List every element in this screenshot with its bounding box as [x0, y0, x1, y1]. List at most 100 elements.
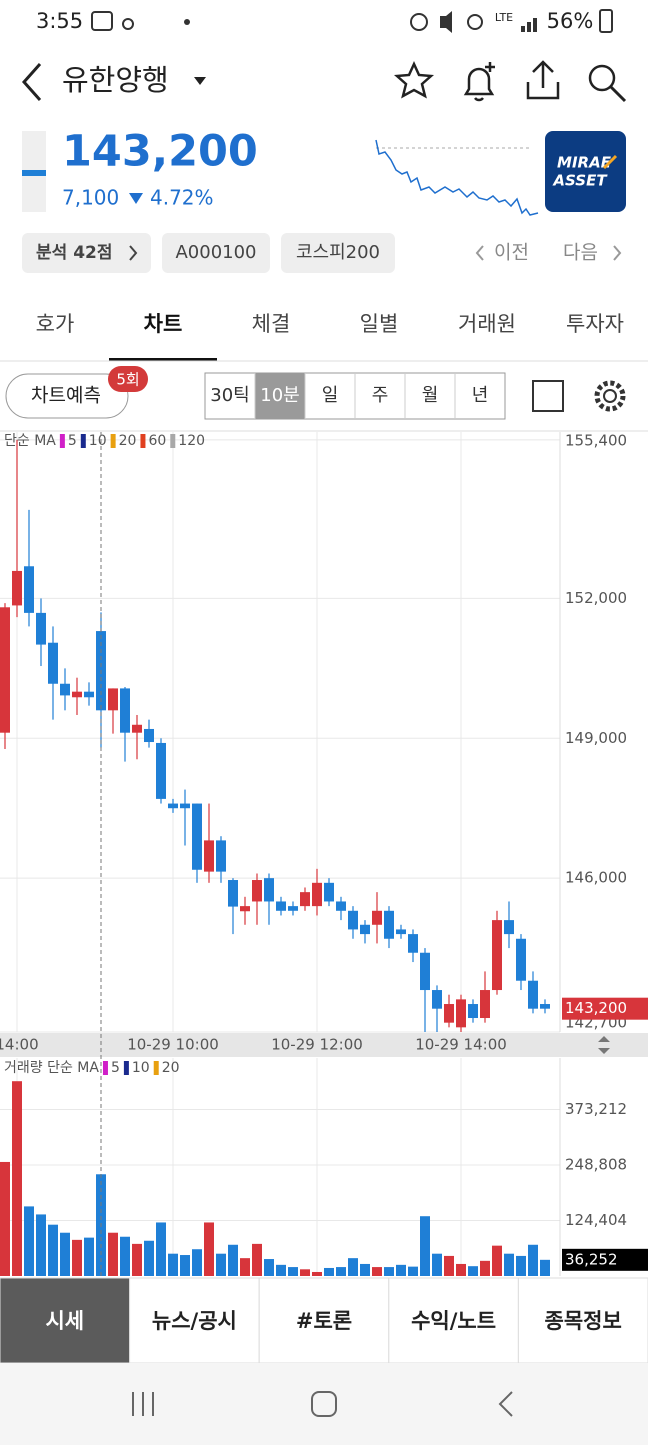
- back-nav-button[interactable]: [498, 1391, 513, 1417]
- candle-body: [324, 882, 334, 902]
- candle-body: [24, 566, 34, 613]
- price-gauge-mark: [22, 170, 46, 176]
- chip[interactable]: [22, 233, 151, 273]
- status-icon: [410, 13, 428, 31]
- price-change-pct: 4.72%: [150, 186, 214, 210]
- stock-name[interactable]: 유한양행: [62, 63, 169, 97]
- predict-button[interactable]: [5, 373, 129, 419]
- candle-body: [120, 688, 130, 733]
- favorite-button[interactable]: [393, 60, 435, 99]
- volume-bar: [252, 1243, 262, 1276]
- current-price: 143,200: [62, 127, 258, 177]
- legend-swatch: [140, 434, 146, 448]
- period-option[interactable]: 년: [472, 385, 489, 406]
- tab[interactable]: 호가: [36, 312, 75, 336]
- volume-bar: [0, 1161, 10, 1276]
- volume-bar: [432, 1253, 442, 1276]
- chip-label[interactable]: 코스피200: [296, 242, 380, 263]
- candle-body: [336, 901, 346, 911]
- volume-bar: [540, 1259, 550, 1276]
- candle-body: [384, 910, 394, 939]
- predict-label[interactable]: 차트예측: [31, 385, 101, 407]
- period-option[interactable]: 10분: [260, 385, 299, 406]
- volume-bar: [408, 1266, 418, 1276]
- tab[interactable]: 체결: [252, 312, 291, 336]
- status-icon: [91, 11, 113, 31]
- recents-button[interactable]: [132, 1392, 154, 1416]
- candle-body: [480, 990, 490, 1019]
- candle-body: [192, 803, 202, 870]
- candle-body: [456, 999, 466, 1028]
- nav-tab[interactable]: [129, 1277, 260, 1364]
- status-icon: [440, 11, 452, 33]
- search-button[interactable]: [588, 64, 616, 92]
- broker-logo: [545, 131, 626, 212]
- candle-body: [252, 880, 262, 902]
- chip[interactable]: [162, 233, 270, 273]
- volume-bar: [324, 1267, 334, 1276]
- next-button[interactable]: 다음: [563, 242, 598, 264]
- candle-body: [48, 642, 58, 684]
- settings-button[interactable]: [603, 389, 617, 403]
- period-option[interactable]: 30틱: [210, 385, 249, 406]
- tab-bar: 호가 차트 체결 일별 거래원 투자자: [36, 312, 624, 361]
- legend-swatch: [110, 434, 116, 448]
- chip-label[interactable]: 분석 42점: [36, 243, 113, 263]
- candle-body: [540, 1004, 550, 1009]
- volume-bar: [108, 1232, 118, 1276]
- nav-tab[interactable]: [0, 1277, 131, 1364]
- alert-plus: [485, 62, 495, 72]
- candle-body: [228, 880, 238, 907]
- chip-label[interactable]: A000100: [175, 242, 256, 263]
- volume-bar: [120, 1236, 130, 1276]
- home-button[interactable]: [311, 1391, 337, 1417]
- layout-button[interactable]: [532, 380, 564, 412]
- volume-bar: [204, 1222, 214, 1276]
- nav-label[interactable]: #토론: [296, 1309, 352, 1333]
- alert-button[interactable]: [463, 67, 495, 102]
- dropdown-arrow[interactable]: [194, 77, 206, 85]
- candle-body: [216, 840, 226, 872]
- candle-body: [492, 920, 502, 991]
- status-icon: [122, 18, 134, 30]
- logo-accent: [602, 154, 618, 170]
- last-value-tag: [562, 1248, 648, 1271]
- nav-label[interactable]: 수익/노트: [411, 1309, 496, 1333]
- x-tick-label: 10-29 14:00: [415, 1036, 507, 1054]
- next-chevron: [613, 245, 622, 261]
- resize-handle[interactable]: [598, 1036, 610, 1054]
- legend-swatch: [80, 434, 86, 448]
- period-option[interactable]: 월: [422, 385, 439, 406]
- candle-body: [420, 952, 430, 991]
- volume-bar: [444, 1255, 454, 1276]
- chip[interactable]: [281, 233, 395, 273]
- status-battery: 56%: [547, 9, 594, 33]
- candle-body: [300, 892, 310, 907]
- back-button[interactable]: [21, 63, 42, 101]
- volume-bar: [504, 1253, 514, 1276]
- nav-label[interactable]: 종목정보: [545, 1309, 622, 1333]
- volume-bar: [12, 1081, 22, 1276]
- legend-label: 20: [162, 1060, 180, 1076]
- prev-button[interactable]: 이전: [494, 242, 529, 264]
- nav-tab[interactable]: [517, 1277, 648, 1364]
- system-nav: [0, 1363, 648, 1445]
- nav-label[interactable]: 시세: [45, 1309, 84, 1333]
- legend-label: 5: [111, 1060, 120, 1076]
- tab[interactable]: 투자자: [566, 312, 624, 336]
- nav-label[interactable]: 뉴스/공시: [152, 1309, 237, 1333]
- candle-body: [432, 990, 442, 1009]
- candle-body: [528, 980, 538, 1009]
- period-option[interactable]: 일: [322, 385, 339, 406]
- tab[interactable]: 일별: [360, 312, 399, 336]
- volume-bar: [36, 1214, 46, 1276]
- candle-body: [312, 882, 322, 907]
- y-tick-label: 124,404: [565, 1211, 627, 1229]
- share-button[interactable]: [526, 60, 560, 100]
- tab[interactable]: 거래원: [458, 312, 516, 336]
- tab[interactable]: 차트: [144, 312, 183, 336]
- candle-body: [204, 840, 214, 872]
- y-tick-label: 373,212: [565, 1100, 627, 1118]
- volume-bar: [312, 1271, 322, 1276]
- period-option[interactable]: 주: [372, 385, 389, 406]
